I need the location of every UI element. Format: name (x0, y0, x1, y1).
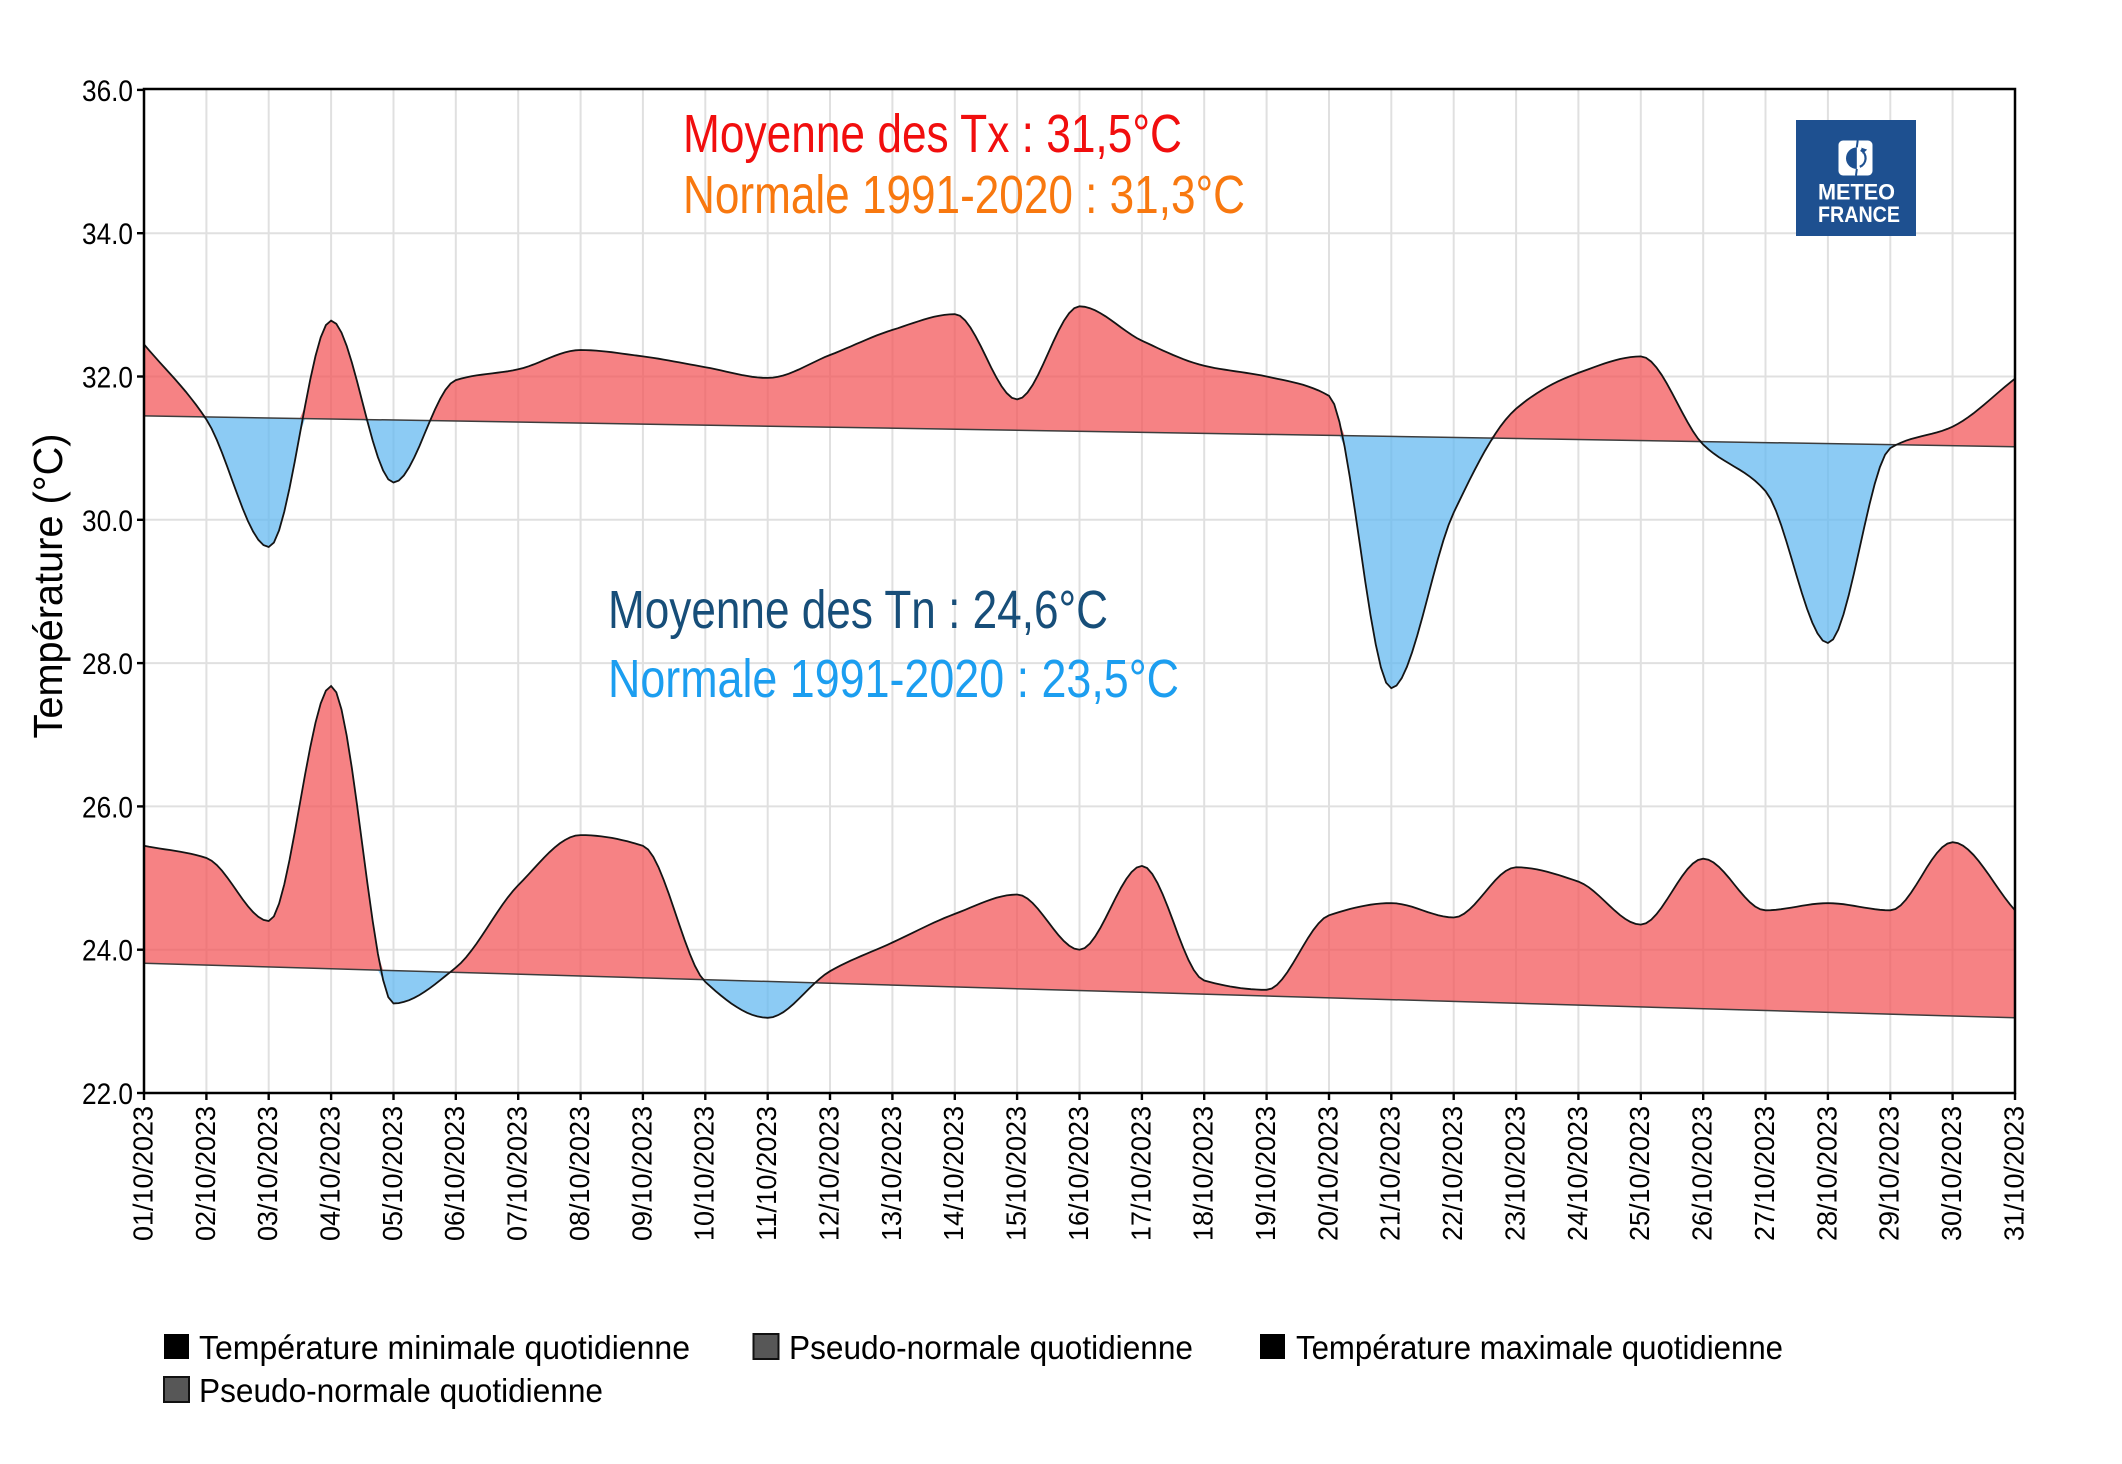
svg-text:31/10/2023: 31/10/2023 (1998, 1106, 2029, 1241)
svg-text:17/10/2023: 17/10/2023 (1125, 1106, 1156, 1241)
svg-text:07/10/2023: 07/10/2023 (502, 1106, 533, 1241)
svg-text:04/10/2023: 04/10/2023 (315, 1106, 346, 1241)
svg-text:13/10/2023: 13/10/2023 (876, 1106, 907, 1241)
svg-text:25/10/2023: 25/10/2023 (1624, 1106, 1655, 1241)
svg-text:Pseudo-normale quotidienne: Pseudo-normale quotidienne (789, 1329, 1193, 1366)
svg-text:16/10/2023: 16/10/2023 (1063, 1106, 1094, 1241)
svg-text:26/10/2023: 26/10/2023 (1687, 1106, 1718, 1241)
svg-text:Température (°C): Température (°C) (25, 434, 71, 739)
svg-text:Normale 1991-2020 : 23,5°C: Normale 1991-2020 : 23,5°C (608, 649, 1179, 709)
svg-text:Pseudo-normale quotidienne: Pseudo-normale quotidienne (199, 1372, 603, 1409)
svg-text:08/10/2023: 08/10/2023 (564, 1106, 595, 1241)
svg-text:Température minimale quotidien: Température minimale quotidienne (199, 1329, 690, 1366)
svg-text:Moyenne des Tx : 31,5°C: Moyenne des Tx : 31,5°C (683, 104, 1182, 164)
svg-text:03/10/2023: 03/10/2023 (252, 1106, 283, 1241)
svg-text:30.0: 30.0 (82, 505, 133, 538)
svg-text:14/10/2023: 14/10/2023 (938, 1106, 969, 1241)
svg-text:28.0: 28.0 (82, 648, 133, 681)
svg-text:23/10/2023: 23/10/2023 (1500, 1106, 1531, 1241)
svg-text:06/10/2023: 06/10/2023 (439, 1106, 470, 1241)
svg-text:24/10/2023: 24/10/2023 (1562, 1106, 1593, 1241)
svg-text:11/10/2023: 11/10/2023 (751, 1106, 782, 1241)
svg-text:32.0: 32.0 (82, 362, 133, 395)
svg-text:09/10/2023: 09/10/2023 (626, 1106, 657, 1241)
svg-text:27/10/2023: 27/10/2023 (1749, 1106, 1780, 1241)
svg-text:Température maximale quotidien: Température maximale quotidienne (1296, 1329, 1783, 1366)
svg-text:19/10/2023: 19/10/2023 (1250, 1106, 1281, 1241)
svg-text:22.0: 22.0 (82, 1078, 133, 1111)
svg-text:02/10/2023: 02/10/2023 (190, 1106, 221, 1241)
svg-text:18/10/2023: 18/10/2023 (1188, 1106, 1219, 1241)
svg-text:29/10/2023: 29/10/2023 (1874, 1106, 1905, 1241)
svg-text:10/10/2023: 10/10/2023 (689, 1106, 720, 1241)
svg-text:12/10/2023: 12/10/2023 (813, 1106, 844, 1241)
svg-text:Moyenne des Tn : 24,6°C: Moyenne des Tn : 24,6°C (608, 580, 1108, 640)
svg-text:15/10/2023: 15/10/2023 (1001, 1106, 1032, 1241)
svg-text:36.0: 36.0 (82, 75, 133, 108)
svg-text:05/10/2023: 05/10/2023 (377, 1106, 408, 1241)
svg-text:30/10/2023: 30/10/2023 (1936, 1106, 1967, 1241)
svg-text:21/10/2023: 21/10/2023 (1375, 1106, 1406, 1241)
svg-text:METEO: METEO (1818, 180, 1895, 205)
svg-text:28/10/2023: 28/10/2023 (1811, 1106, 1842, 1241)
svg-text:22/10/2023: 22/10/2023 (1437, 1106, 1468, 1241)
svg-text:01/10/2023: 01/10/2023 (127, 1106, 158, 1241)
svg-text:FRANCE: FRANCE (1818, 202, 1900, 227)
svg-text:Normale 1991-2020 : 31,3°C: Normale 1991-2020 : 31,3°C (683, 165, 1245, 225)
svg-text:24.0: 24.0 (82, 935, 133, 968)
svg-text:34.0: 34.0 (82, 218, 133, 251)
svg-text:26.0: 26.0 (82, 791, 133, 824)
svg-text:20/10/2023: 20/10/2023 (1312, 1106, 1343, 1241)
